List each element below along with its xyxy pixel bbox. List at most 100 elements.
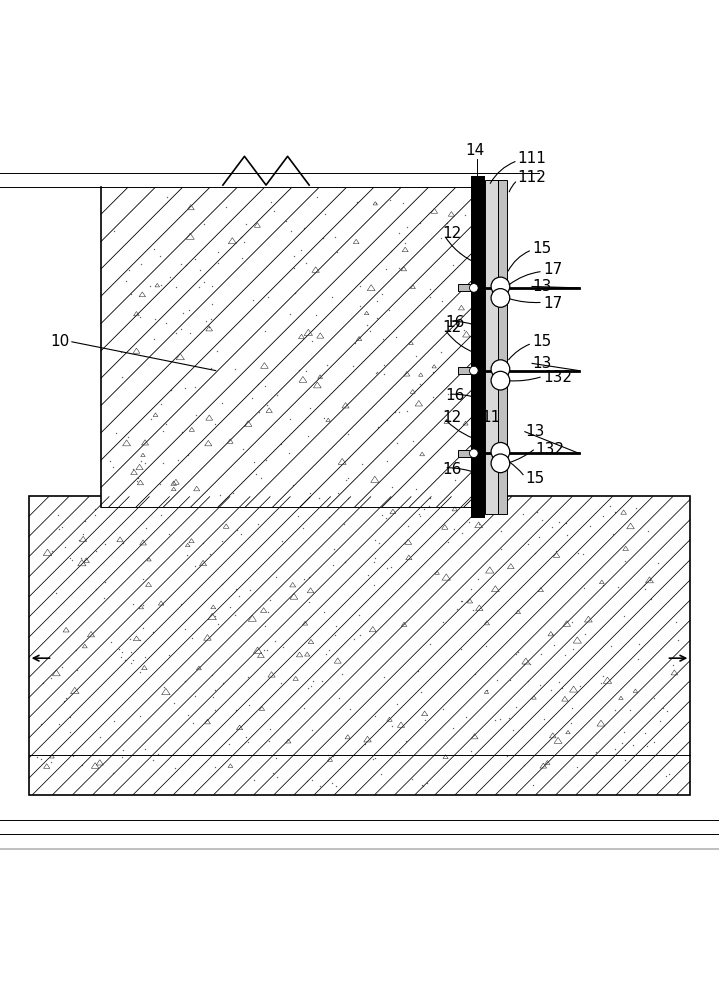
Point [321, 357, 333, 373]
Point [481, 682, 493, 698]
Text: 12: 12 [442, 410, 462, 425]
Point [320, 646, 331, 662]
Point [410, 348, 421, 364]
Point [605, 498, 616, 514]
Point [209, 416, 221, 432]
Point [516, 719, 527, 735]
Point [319, 206, 330, 222]
Point [423, 490, 435, 506]
Point [451, 601, 462, 617]
Point [457, 593, 468, 609]
Point [262, 289, 274, 305]
Point [46, 543, 58, 559]
Text: 132: 132 [543, 370, 572, 385]
Point [204, 546, 216, 562]
Point [597, 577, 608, 593]
Point [316, 673, 327, 689]
Point [127, 652, 138, 668]
Point [235, 229, 247, 245]
Point [370, 708, 381, 724]
Point [393, 260, 405, 276]
Point [216, 576, 228, 592]
Point [518, 656, 529, 672]
Point [377, 286, 388, 302]
Bar [498, 180, 507, 514]
Point [134, 708, 145, 724]
Point [241, 216, 252, 232]
Point [473, 516, 485, 532]
Point [368, 577, 380, 593]
Point [313, 490, 324, 506]
Point [449, 521, 460, 537]
Point [495, 711, 506, 727]
Point [264, 733, 275, 749]
Point [418, 501, 430, 517]
Point [175, 321, 187, 337]
Point [571, 759, 582, 775]
Point [198, 216, 210, 232]
Point [285, 411, 296, 427]
Point [288, 260, 300, 276]
Point [270, 750, 282, 766]
Point [472, 571, 484, 587]
Point [231, 522, 242, 538]
Point [362, 567, 374, 583]
Point [421, 775, 432, 791]
Point [190, 688, 201, 704]
Point [459, 207, 471, 223]
Point [464, 438, 476, 454]
Point [235, 526, 247, 542]
Text: 13: 13 [525, 424, 544, 439]
Point [553, 514, 564, 530]
Point [69, 744, 81, 760]
Point [252, 376, 264, 392]
Point [643, 523, 654, 539]
Point [104, 453, 115, 469]
Point [501, 748, 513, 764]
Point [319, 410, 330, 426]
Point [495, 541, 507, 557]
Point [135, 453, 147, 469]
Circle shape [470, 284, 478, 292]
Point [99, 536, 110, 552]
Point [578, 580, 590, 596]
Point [330, 778, 342, 794]
Point [457, 525, 468, 541]
Point [137, 571, 148, 587]
Text: 12: 12 [442, 320, 462, 335]
Point [379, 366, 390, 382]
Point [260, 323, 271, 339]
Point [131, 473, 142, 489]
Point [170, 325, 181, 341]
Point [255, 470, 267, 486]
Point [66, 552, 78, 568]
Point [164, 647, 175, 663]
Point [663, 766, 674, 782]
Point [410, 481, 421, 497]
Point [383, 302, 395, 318]
Point [303, 569, 315, 585]
Point [661, 703, 673, 719]
Point [259, 642, 270, 658]
Point [145, 278, 156, 294]
Point [512, 644, 523, 660]
Point [183, 302, 195, 318]
Point [223, 736, 234, 752]
Bar [29, 496, 690, 795]
Point [332, 485, 344, 501]
Point [577, 546, 589, 562]
Point [209, 702, 221, 718]
Point [46, 754, 58, 770]
Point [180, 380, 191, 396]
Point [248, 454, 260, 470]
Point [284, 306, 296, 322]
Point [209, 682, 220, 698]
Point [415, 376, 426, 392]
Point [147, 752, 159, 768]
Point [107, 459, 119, 475]
Text: 16: 16 [446, 388, 465, 403]
Point [50, 585, 61, 601]
Point [652, 555, 664, 571]
Point [470, 666, 481, 682]
Bar [471, 176, 485, 518]
